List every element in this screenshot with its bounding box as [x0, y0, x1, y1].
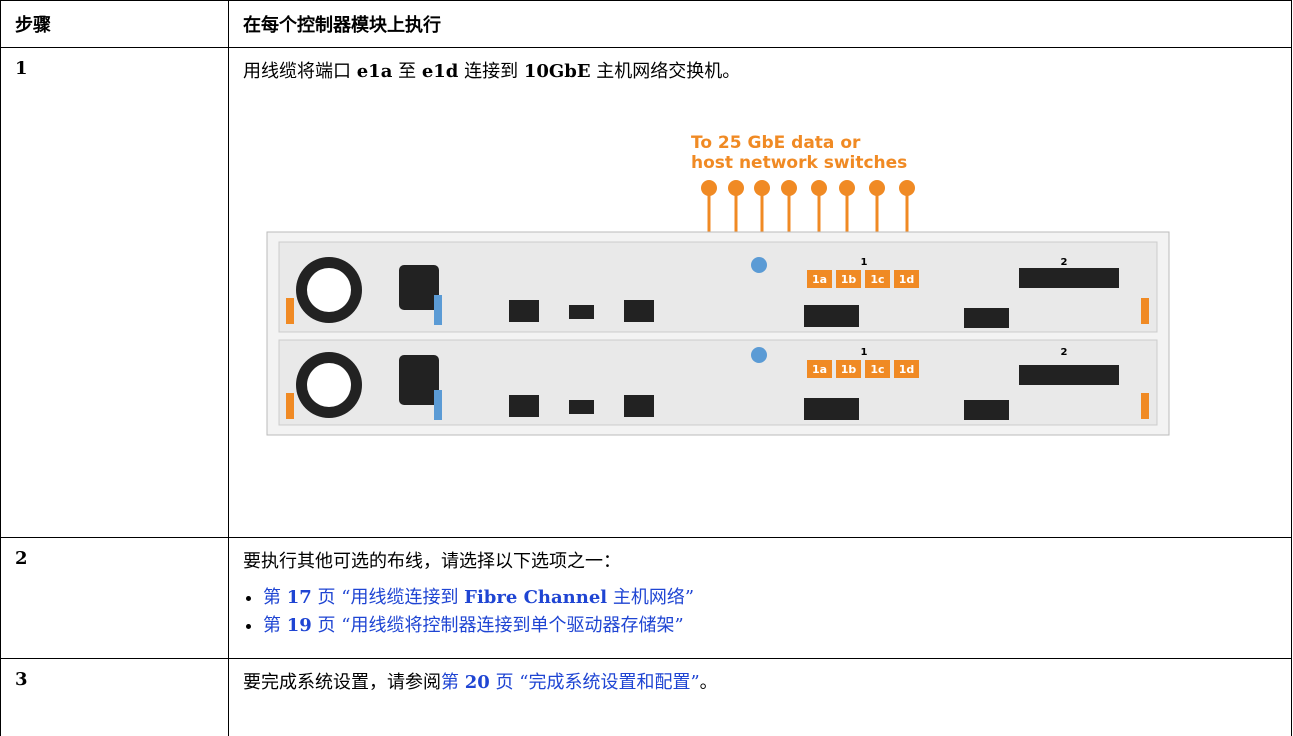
- content-cell: 要执行其他可选的布线，请选择以下选项之一： 第 17 页 “用线缆连接到 Fib…: [228, 537, 1292, 659]
- content-cell: 要完成系统设置，请参阅第 20 页 “完成系统设置和配置”。: [228, 658, 1292, 736]
- link-text[interactable]: 第: [441, 672, 465, 693]
- link-text[interactable]: 主机网络”: [607, 587, 695, 608]
- step: 2: [0, 537, 229, 659]
- step: 3: [0, 658, 229, 736]
- row: 1 用线缆将端口 e1a 至 e1d 连接到 10GbE 主机网络交换机。: [0, 47, 1292, 538]
- header-cell: 步骤: [0, 0, 229, 48]
- option-list: 第 17 页 “用线缆连接到 Fibre Channel 主机网络”第 19 页…: [243, 584, 1277, 640]
- option[interactable]: 第 17 页 “用线缆连接到 Fibre Channel 主机网络”: [263, 584, 1277, 612]
- caption: host network switches: [691, 153, 907, 173]
- port: [865, 360, 890, 378]
- text-run: 用线缆将端口: [243, 61, 357, 82]
- text-run: 要执行其他可选的布线，请选择以下选项之一：: [243, 551, 621, 572]
- link-text[interactable]: 页 “用线缆连接到: [311, 587, 465, 608]
- port-label: 1c: [870, 273, 884, 286]
- header-row: 步骤 在每个控制器模块上执行: [0, 0, 1292, 48]
- instruction: 用线缆将端口 e1a 至 e1d 连接到 10GbE 主机网络交换机。: [243, 58, 1277, 86]
- header-cell: 在每个控制器模块上执行: [228, 0, 1292, 48]
- text-run: 10GbE: [523, 61, 591, 82]
- port: [865, 270, 890, 288]
- port-label: 1b: [841, 273, 857, 286]
- row: 3 要完成系统设置，请参阅第 20 页 “完成系统设置和配置”。: [0, 658, 1292, 736]
- cabling-diagram: 1a 1b 1c 1d 1 2 1a 1b 1c 1d 1 2 To 25 GbE data or h…: [266, 133, 1170, 436]
- port: [807, 270, 832, 288]
- port: [836, 270, 861, 288]
- slot-label: 2: [1061, 257, 1068, 268]
- link-text[interactable]: Fibre Channel: [464, 587, 608, 608]
- instruction: 要执行其他可选的布线，请选择以下选项之一：: [243, 548, 1277, 576]
- caption: To 25 GbE data or: [691, 133, 861, 153]
- text-run: e1d: [421, 61, 459, 82]
- instruction: 要完成系统设置，请参阅第 20 页 “完成系统设置和配置”。: [243, 669, 1277, 697]
- link-text[interactable]: 19: [286, 615, 312, 636]
- link-text[interactable]: 第: [263, 587, 287, 608]
- port: [807, 360, 832, 378]
- port: [894, 270, 919, 288]
- text-run: 。: [699, 672, 718, 693]
- port-label: 1b: [841, 363, 857, 376]
- text-run: 连接到: [458, 61, 524, 82]
- link-text[interactable]: 页 “完成系统设置和配置”: [489, 672, 700, 693]
- port-label: 1a: [812, 363, 827, 376]
- row: 2 要执行其他可选的布线，请选择以下选项之一： 第 17 页 “用线缆连接到 F…: [0, 537, 1292, 659]
- slot-label: 1: [861, 347, 868, 358]
- port-label: 1a: [812, 273, 827, 286]
- port: [894, 360, 919, 378]
- port-label: 1d: [899, 363, 915, 376]
- text-run: 主机网络交换机。: [590, 61, 741, 82]
- port-group: 1a 1b 1c 1d 1 2 1a 1b 1c 1d 1 2: [807, 257, 1068, 378]
- text-run: e1a: [356, 61, 393, 82]
- link-text[interactable]: 17: [286, 587, 312, 608]
- port: [836, 360, 861, 378]
- port-label: 1d: [899, 273, 915, 286]
- link-text[interactable]: 20: [464, 672, 490, 693]
- step: 1: [0, 47, 229, 538]
- link-text[interactable]: 页 “用线缆将控制器连接到单个驱动器存储架”: [311, 615, 684, 636]
- port-label: 1c: [870, 363, 884, 376]
- link-text[interactable]: 第: [263, 615, 287, 636]
- text-run: 至: [392, 61, 422, 82]
- text-run: 要完成系统设置，请参阅: [243, 672, 441, 693]
- content-cell: 用线缆将端口 e1a 至 e1d 连接到 10GbE 主机网络交换机。: [228, 47, 1292, 538]
- slot-label: 2: [1061, 347, 1068, 358]
- option[interactable]: 第 19 页 “用线缆将控制器连接到单个驱动器存储架”: [263, 612, 1277, 640]
- slot-label: 1: [861, 257, 868, 268]
